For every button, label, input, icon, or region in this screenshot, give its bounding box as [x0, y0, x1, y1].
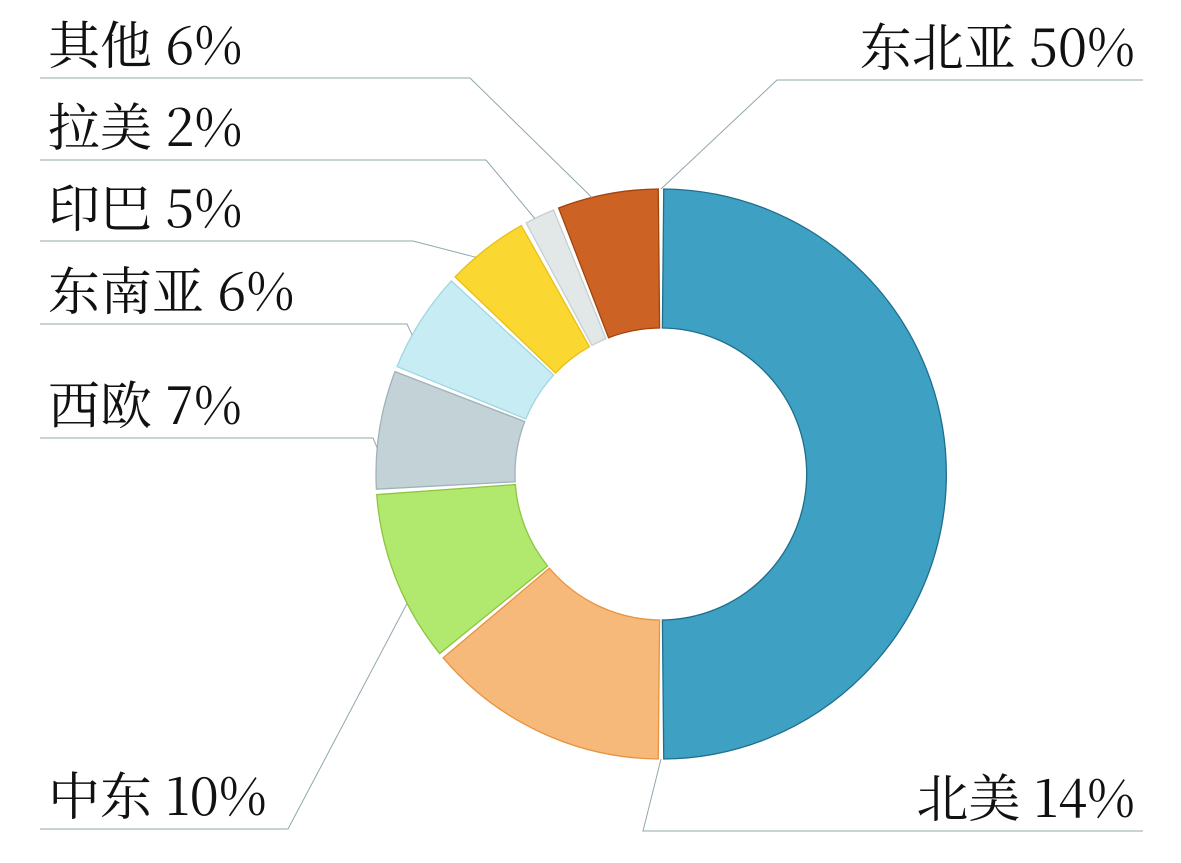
svg-text:北美 14%: 北美 14%: [916, 757, 1135, 832]
svg-text:东南亚 6%: 东南亚 6%: [48, 250, 294, 325]
svg-text:其他 6%: 其他 6%: [48, 4, 242, 79]
svg-text:东北亚 50%: 东北亚 50%: [860, 6, 1135, 81]
svg-text:印巴 5%: 印巴 5%: [48, 167, 242, 242]
svg-text:西欧 7%: 西欧 7%: [48, 364, 242, 439]
svg-text:拉美 2%: 拉美 2%: [48, 86, 242, 161]
svg-text:中东 10%: 中东 10%: [48, 755, 267, 830]
